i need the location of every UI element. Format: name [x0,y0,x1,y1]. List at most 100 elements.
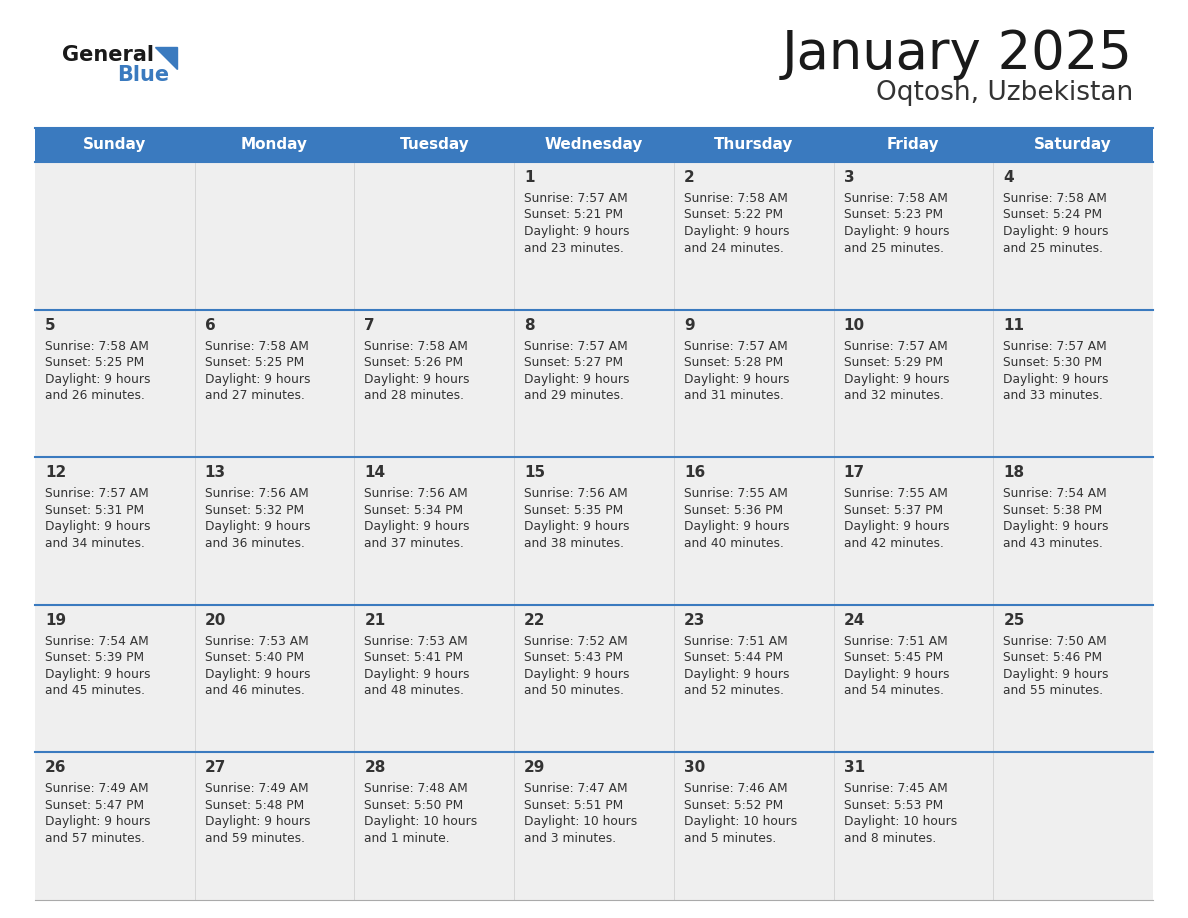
Text: Daylight: 9 hours: Daylight: 9 hours [45,521,151,533]
Text: and 59 minutes.: and 59 minutes. [204,832,304,845]
Text: Sunset: 5:25 PM: Sunset: 5:25 PM [204,356,304,369]
Text: 26: 26 [45,760,67,776]
Text: Daylight: 9 hours: Daylight: 9 hours [365,667,470,681]
Bar [34,753,1154,900]
Text: Sunrise: 7:51 AM: Sunrise: 7:51 AM [684,635,788,648]
Text: Daylight: 9 hours: Daylight: 9 hours [684,521,789,533]
Text: Sunset: 5:52 PM: Sunset: 5:52 PM [684,799,783,812]
Text: 29: 29 [524,760,545,776]
Bar [34,162,1154,309]
Text: 23: 23 [684,613,706,628]
Text: Daylight: 10 hours: Daylight: 10 hours [843,815,956,828]
Text: Sunrise: 7:58 AM: Sunrise: 7:58 AM [45,340,148,353]
Text: and 43 minutes.: and 43 minutes. [1004,537,1104,550]
Text: Oqtosh, Uzbekistan: Oqtosh, Uzbekistan [876,80,1133,106]
Text: Sunset: 5:48 PM: Sunset: 5:48 PM [204,799,304,812]
Text: and 32 minutes.: and 32 minutes. [843,389,943,402]
Text: 18: 18 [1004,465,1024,480]
Polygon shape [154,47,177,69]
Text: and 42 minutes.: and 42 minutes. [843,537,943,550]
Text: Sunrise: 7:54 AM: Sunrise: 7:54 AM [45,635,148,648]
Text: Sunset: 5:35 PM: Sunset: 5:35 PM [524,504,624,517]
Text: Monday: Monday [241,138,308,152]
Text: and 27 minutes.: and 27 minutes. [204,389,304,402]
Text: Sunset: 5:41 PM: Sunset: 5:41 PM [365,651,463,665]
Text: Daylight: 9 hours: Daylight: 9 hours [204,667,310,681]
Text: 24: 24 [843,613,865,628]
Text: Daylight: 9 hours: Daylight: 9 hours [204,815,310,828]
Text: Sunrise: 7:57 AM: Sunrise: 7:57 AM [45,487,148,500]
Text: and 24 minutes.: and 24 minutes. [684,241,784,254]
Text: and 8 minutes.: and 8 minutes. [843,832,936,845]
Text: Sunrise: 7:54 AM: Sunrise: 7:54 AM [1004,487,1107,500]
Text: and 36 minutes.: and 36 minutes. [204,537,304,550]
Text: Daylight: 9 hours: Daylight: 9 hours [1004,373,1108,386]
Text: General: General [62,45,154,65]
Text: Sunrise: 7:58 AM: Sunrise: 7:58 AM [204,340,309,353]
Text: 28: 28 [365,760,386,776]
Text: Sunrise: 7:58 AM: Sunrise: 7:58 AM [843,192,948,205]
Text: 20: 20 [204,613,226,628]
Text: Tuesday: Tuesday [399,138,469,152]
Text: Daylight: 10 hours: Daylight: 10 hours [365,815,478,828]
Text: Daylight: 10 hours: Daylight: 10 hours [684,815,797,828]
Text: Sunset: 5:24 PM: Sunset: 5:24 PM [1004,208,1102,221]
Text: 16: 16 [684,465,706,480]
Text: and 29 minutes.: and 29 minutes. [524,389,624,402]
Text: Sunset: 5:36 PM: Sunset: 5:36 PM [684,504,783,517]
Bar [34,605,1154,753]
Text: 30: 30 [684,760,706,776]
Text: 7: 7 [365,318,375,332]
Text: 14: 14 [365,465,386,480]
Text: 19: 19 [45,613,67,628]
Text: 31: 31 [843,760,865,776]
Text: and 54 minutes.: and 54 minutes. [843,684,943,698]
Text: and 26 minutes.: and 26 minutes. [45,389,145,402]
Text: Sunrise: 7:57 AM: Sunrise: 7:57 AM [524,340,628,353]
Text: Daylight: 9 hours: Daylight: 9 hours [45,815,151,828]
Text: Daylight: 9 hours: Daylight: 9 hours [524,521,630,533]
Text: and 34 minutes.: and 34 minutes. [45,537,145,550]
Text: 27: 27 [204,760,226,776]
Text: Daylight: 9 hours: Daylight: 9 hours [843,373,949,386]
Text: Sunday: Sunday [83,138,146,152]
Text: Sunset: 5:29 PM: Sunset: 5:29 PM [843,356,943,369]
Text: Sunrise: 7:58 AM: Sunrise: 7:58 AM [684,192,788,205]
Bar [34,128,1154,162]
Text: Daylight: 9 hours: Daylight: 9 hours [524,667,630,681]
Text: 6: 6 [204,318,215,332]
Text: Daylight: 9 hours: Daylight: 9 hours [204,373,310,386]
Text: Daylight: 9 hours: Daylight: 9 hours [204,521,310,533]
Text: Sunset: 5:46 PM: Sunset: 5:46 PM [1004,651,1102,665]
Text: Sunset: 5:51 PM: Sunset: 5:51 PM [524,799,624,812]
Text: and 25 minutes.: and 25 minutes. [1004,241,1104,254]
Text: 12: 12 [45,465,67,480]
Text: Thursday: Thursday [714,138,794,152]
Text: 9: 9 [684,318,695,332]
Text: 10: 10 [843,318,865,332]
Text: Sunrise: 7:57 AM: Sunrise: 7:57 AM [684,340,788,353]
Text: and 31 minutes.: and 31 minutes. [684,389,784,402]
Text: Sunset: 5:21 PM: Sunset: 5:21 PM [524,208,624,221]
Text: Sunrise: 7:53 AM: Sunrise: 7:53 AM [365,635,468,648]
Text: Daylight: 9 hours: Daylight: 9 hours [524,225,630,238]
Text: and 48 minutes.: and 48 minutes. [365,684,465,698]
Text: Sunset: 5:44 PM: Sunset: 5:44 PM [684,651,783,665]
Text: Sunset: 5:39 PM: Sunset: 5:39 PM [45,651,144,665]
Text: 5: 5 [45,318,56,332]
Text: Sunset: 5:38 PM: Sunset: 5:38 PM [1004,504,1102,517]
Text: and 40 minutes.: and 40 minutes. [684,537,784,550]
Text: Daylight: 9 hours: Daylight: 9 hours [1004,225,1108,238]
Text: Daylight: 9 hours: Daylight: 9 hours [365,521,470,533]
Text: Sunset: 5:30 PM: Sunset: 5:30 PM [1004,356,1102,369]
Text: 17: 17 [843,465,865,480]
Text: 25: 25 [1004,613,1025,628]
Text: 4: 4 [1004,170,1013,185]
Text: Sunset: 5:50 PM: Sunset: 5:50 PM [365,799,463,812]
Text: and 5 minutes.: and 5 minutes. [684,832,776,845]
Text: Sunset: 5:47 PM: Sunset: 5:47 PM [45,799,144,812]
Text: and 50 minutes.: and 50 minutes. [524,684,624,698]
Text: Daylight: 9 hours: Daylight: 9 hours [1004,667,1108,681]
Text: Sunrise: 7:49 AM: Sunrise: 7:49 AM [45,782,148,795]
Text: Sunrise: 7:55 AM: Sunrise: 7:55 AM [684,487,788,500]
